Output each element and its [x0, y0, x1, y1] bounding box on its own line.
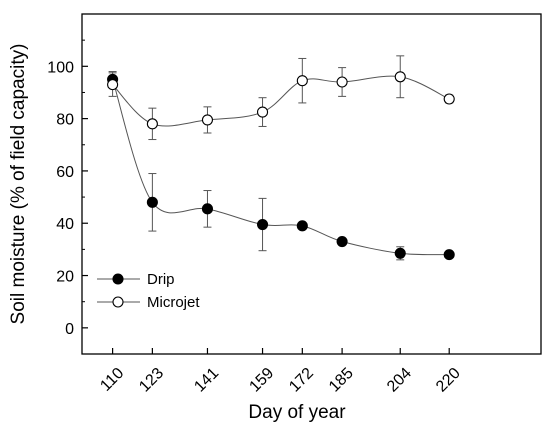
plot-area-border	[81, 13, 542, 355]
y-tick-label: 100	[47, 59, 74, 76]
microjet-data-point	[394, 71, 406, 83]
legend: Drip Microjet	[97, 271, 200, 311]
x-axis-label: Day of year	[248, 402, 346, 423]
microjet-data-point	[256, 106, 269, 118]
drip-data-point	[201, 203, 214, 215]
y-axis-label: Soil moisture (% of field capacity)	[8, 44, 29, 325]
microjet-data-point	[107, 79, 119, 91]
microjet-series-line	[112, 75, 450, 127]
drip-data-point	[256, 218, 269, 231]
plot-frame	[81, 13, 542, 355]
microjet-data-point	[336, 76, 348, 88]
x-tick-label: 110	[97, 365, 127, 395]
y-tick-label: 80	[56, 112, 74, 129]
y-tick-label: 40	[56, 216, 74, 233]
y-tick-label: 0	[65, 321, 74, 338]
data-points	[107, 71, 455, 261]
drip-data-point	[146, 196, 158, 208]
microjet-data-point	[146, 118, 158, 130]
x-axis-ticks: 110 123 141 159 172 185 204 220	[97, 348, 464, 396]
x-tick-label: 204	[384, 365, 415, 396]
drip-data-point	[336, 235, 348, 248]
legend-drip-label: Drip	[147, 271, 175, 288]
x-tick-label: 159	[246, 365, 277, 396]
y-tick-label: 20	[56, 269, 74, 286]
y-axis-ticks: 0 20 40 60 80 100	[47, 39, 88, 338]
legend-drip-marker	[112, 273, 124, 285]
microjet-data-point	[201, 114, 214, 126]
x-tick-label: 185	[326, 365, 357, 396]
x-tick-label: 141	[191, 365, 222, 396]
drip-data-point	[296, 220, 308, 232]
legend-microjet-label: Microjet	[147, 294, 200, 311]
microjet-data-point	[443, 93, 455, 105]
y-tick-label: 60	[56, 164, 74, 181]
series-lines	[112, 75, 450, 256]
microjet-data-point	[296, 75, 308, 87]
x-tick-label: 172	[286, 365, 317, 396]
legend-microjet-marker	[112, 296, 124, 308]
drip-data-point	[394, 247, 406, 259]
drip-series-line	[112, 79, 450, 256]
error-bars	[108, 55, 454, 261]
drip-data-point	[443, 249, 455, 261]
x-tick-label: 220	[433, 365, 464, 396]
x-tick-label: 123	[136, 365, 167, 396]
